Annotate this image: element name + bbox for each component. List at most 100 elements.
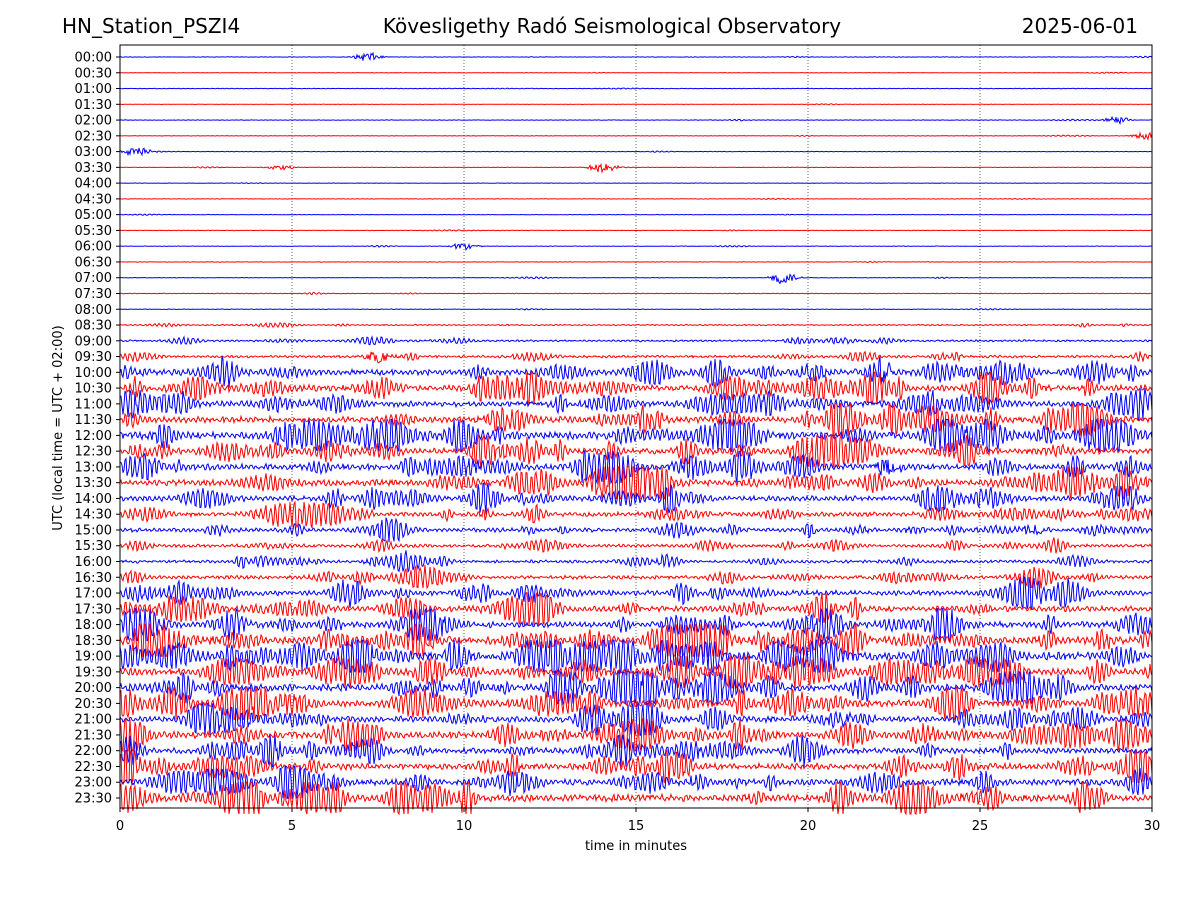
trace-1630 bbox=[119, 564, 1153, 590]
row-label: 11:00 bbox=[75, 397, 112, 412]
trace-1900 bbox=[119, 639, 1153, 674]
x-tick-label: 0 bbox=[116, 819, 124, 834]
x-tick-label: 15 bbox=[628, 819, 645, 834]
row-label: 17:00 bbox=[75, 587, 112, 602]
row-label: 13:00 bbox=[75, 460, 112, 475]
trace-0630 bbox=[119, 260, 1153, 264]
trace-1530 bbox=[119, 537, 1152, 554]
row-label: 19:30 bbox=[75, 665, 112, 680]
trace-1100 bbox=[119, 387, 1153, 421]
trace-0030 bbox=[119, 71, 1152, 74]
row-label: 07:30 bbox=[75, 287, 112, 302]
x-tick-label: 5 bbox=[288, 819, 296, 834]
row-label: 09:00 bbox=[75, 334, 112, 349]
trace-0100 bbox=[119, 87, 1153, 90]
trace-2200 bbox=[119, 734, 1153, 768]
row-label: 16:00 bbox=[75, 555, 112, 570]
trace-0600 bbox=[119, 242, 1153, 251]
trace-1430 bbox=[119, 500, 1153, 529]
row-label: 21:30 bbox=[75, 728, 112, 743]
trace-1400 bbox=[119, 482, 1153, 515]
row-label: 11:30 bbox=[75, 413, 112, 428]
trace-0130 bbox=[120, 103, 1153, 106]
trace-1130 bbox=[119, 402, 1153, 437]
trace-1930 bbox=[119, 654, 1153, 689]
row-label: 13:30 bbox=[75, 476, 112, 491]
trace-0700 bbox=[119, 273, 1153, 285]
row-label: 16:30 bbox=[75, 571, 112, 586]
trace-0500 bbox=[120, 213, 1153, 216]
row-label: 06:30 bbox=[75, 255, 112, 270]
trace-2000 bbox=[119, 670, 1153, 706]
trace-0830 bbox=[119, 321, 1153, 329]
trace-1300 bbox=[119, 450, 1153, 485]
row-label: 15:30 bbox=[75, 539, 112, 554]
trace-2330 bbox=[119, 780, 1153, 816]
row-label: 21:00 bbox=[75, 713, 112, 728]
x-tick-label: 20 bbox=[800, 819, 817, 834]
row-label: 22:30 bbox=[75, 760, 112, 775]
station-title: HN_Station_PSZI4 bbox=[62, 14, 241, 38]
row-label: 02:00 bbox=[75, 114, 112, 129]
row-label: 12:00 bbox=[75, 429, 112, 444]
trace-1830 bbox=[119, 623, 1153, 658]
trace-1500 bbox=[120, 517, 1153, 543]
row-label: 05:30 bbox=[75, 224, 112, 239]
trace-2130 bbox=[119, 718, 1153, 753]
x-axis-label: time in minutes bbox=[585, 839, 687, 854]
row-label: 19:00 bbox=[75, 650, 112, 665]
row-label: 02:30 bbox=[75, 129, 112, 144]
trace-1000 bbox=[119, 356, 1153, 389]
row-label: 04:30 bbox=[75, 192, 112, 207]
trace-1730 bbox=[119, 590, 1153, 627]
row-label: 09:30 bbox=[75, 350, 112, 365]
trace-2100 bbox=[119, 701, 1153, 736]
row-label: 03:00 bbox=[75, 145, 112, 160]
row-label: 18:30 bbox=[75, 634, 112, 649]
row-label: 23:00 bbox=[75, 776, 112, 791]
row-label: 06:00 bbox=[75, 240, 112, 255]
trace-1230 bbox=[119, 433, 1153, 468]
y-axis-label: UTC (local time = UTC + 02:00) bbox=[51, 325, 66, 530]
trace-0730 bbox=[119, 291, 1153, 296]
row-label: 14:30 bbox=[75, 508, 112, 523]
row-label: 17:30 bbox=[75, 602, 112, 617]
row-label: 12:30 bbox=[75, 445, 112, 460]
trace-2030 bbox=[119, 685, 1153, 721]
trace-0000 bbox=[119, 51, 1153, 61]
trace-0400 bbox=[120, 182, 1153, 185]
trace-0530 bbox=[119, 229, 1153, 232]
row-label: 14:00 bbox=[75, 492, 112, 507]
trace-1600 bbox=[119, 550, 1153, 574]
date-title: 2025-06-01 bbox=[1021, 14, 1138, 38]
trace-0930 bbox=[119, 350, 1153, 364]
row-label: 08:30 bbox=[75, 319, 112, 334]
row-label: 03:30 bbox=[75, 161, 112, 176]
row-label: 01:30 bbox=[75, 98, 112, 113]
trace-0200 bbox=[119, 115, 1153, 126]
x-tick-label: 30 bbox=[1144, 819, 1161, 834]
row-label: 01:00 bbox=[75, 82, 112, 97]
trace-0330 bbox=[119, 162, 1153, 174]
x-tick-label: 10 bbox=[456, 819, 473, 834]
trace-1200 bbox=[119, 417, 1153, 453]
trace-0230 bbox=[119, 131, 1153, 141]
row-label: 00:30 bbox=[75, 66, 112, 81]
row-label: 07:00 bbox=[75, 271, 112, 286]
trace-0900 bbox=[119, 335, 1153, 346]
row-label: 10:30 bbox=[75, 382, 112, 397]
row-label: 15:00 bbox=[75, 523, 112, 538]
row-label: 00:00 bbox=[75, 51, 112, 66]
row-label: 22:00 bbox=[75, 744, 112, 759]
trace-1800 bbox=[119, 606, 1153, 642]
trace-1030 bbox=[119, 371, 1153, 407]
row-label: 05:00 bbox=[75, 208, 112, 223]
row-label: 10:00 bbox=[75, 366, 112, 381]
trace-0800 bbox=[119, 308, 1153, 311]
trace-0430 bbox=[119, 197, 1153, 201]
row-label: 04:00 bbox=[75, 177, 112, 192]
row-label: 23:30 bbox=[75, 792, 112, 807]
row-label: 20:30 bbox=[75, 697, 112, 712]
row-label: 08:00 bbox=[75, 303, 112, 318]
